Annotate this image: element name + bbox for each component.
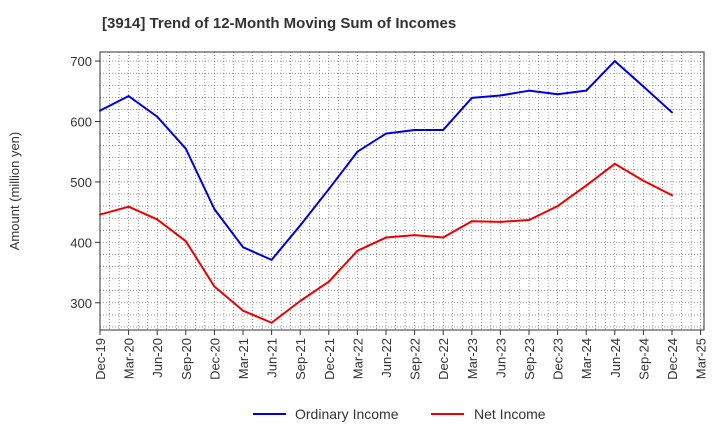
legend-label-ordinary-income: Ordinary Income: [295, 406, 399, 422]
data-point-ordinary-income: [385, 132, 387, 135]
x-tick-label: Jun-20: [150, 338, 165, 378]
y-tick-label: 700: [70, 54, 92, 69]
data-point-ordinary-income: [299, 224, 302, 227]
data-point-ordinary-income: [613, 60, 616, 63]
data-point-ordinary-income: [184, 147, 187, 150]
x-tick-label: Mar-25: [694, 338, 709, 379]
grid-lines: [99, 52, 704, 330]
data-point-ordinary-income: [213, 208, 216, 211]
data-point-net-income: [556, 205, 559, 208]
y-tick-label: 400: [70, 235, 92, 250]
data-point-net-income: [642, 179, 645, 182]
y-axis-title: Amount (million yen): [7, 132, 22, 251]
data-point-net-income: [327, 280, 330, 283]
data-point-ordinary-income: [528, 89, 530, 92]
data-point-ordinary-income: [671, 111, 673, 114]
x-tick-label: Jun-21: [265, 338, 280, 378]
y-tick-label: 300: [70, 296, 92, 311]
x-tick-label: Dec-21: [322, 338, 337, 380]
data-point-ordinary-income: [327, 188, 330, 191]
x-tick-label: Dec-23: [551, 338, 566, 380]
x-tick-label: Sep-22: [408, 338, 423, 380]
data-point-ordinary-income: [242, 246, 244, 249]
y-axis: 300 400 500 600 700: [70, 54, 100, 311]
chart-title: [3914] Trend of 12-Month Moving Sum of I…: [102, 15, 457, 32]
x-tick-label: Sep-20: [179, 338, 194, 380]
data-point-net-income: [127, 205, 130, 208]
x-tick-label: Mar-22: [350, 338, 365, 379]
x-tick-label: Dec-20: [207, 338, 222, 380]
y-tick-label: 600: [70, 115, 92, 130]
x-tick-label: Sep-23: [522, 338, 537, 380]
data-point-net-income: [299, 299, 302, 302]
data-point-ordinary-income: [156, 115, 159, 118]
x-tick-label: Mar-24: [579, 338, 594, 379]
x-tick-label: Jun-24: [608, 338, 623, 378]
data-point-ordinary-income: [585, 89, 588, 92]
data-point-net-income: [99, 213, 101, 216]
data-point-net-income: [356, 249, 359, 252]
data-point-net-income: [184, 240, 187, 243]
x-tick-label: Mar-20: [122, 338, 137, 379]
data-point-net-income: [270, 321, 273, 324]
data-point-net-income: [413, 234, 416, 237]
data-point-ordinary-income: [470, 96, 473, 99]
x-tick-label: Dec-19: [93, 338, 108, 380]
x-tick-label: Jun-23: [493, 338, 508, 378]
data-point-ordinary-income: [356, 150, 359, 153]
data-point-ordinary-income: [270, 258, 273, 261]
x-axis: Dec-19 Mar-20 Jun-20 Sep-20 Dec-20 Mar-21 Jun-…: [93, 330, 709, 380]
data-point-net-income: [442, 236, 445, 239]
data-point-ordinary-income: [442, 128, 445, 131]
data-point-ordinary-income: [556, 93, 559, 96]
legend-label-net-income: Net Income: [474, 406, 546, 422]
data-point-net-income: [385, 236, 387, 239]
legend: Ordinary Income Net Income: [253, 406, 546, 422]
data-point-ordinary-income: [642, 85, 645, 88]
data-point-ordinary-income: [413, 128, 416, 131]
data-point-net-income: [613, 162, 616, 165]
data-point-net-income: [470, 220, 473, 223]
x-tick-label: Sep-24: [636, 338, 651, 380]
data-point-net-income: [585, 184, 588, 187]
x-tick-label: Dec-22: [436, 338, 451, 380]
x-tick-label: Jun-22: [379, 338, 394, 378]
data-point-net-income: [156, 218, 159, 221]
y-tick-label: 500: [70, 175, 92, 190]
data-point-net-income: [671, 194, 673, 197]
x-tick-label: Sep-21: [293, 338, 308, 380]
x-tick-label: Mar-21: [236, 338, 251, 379]
data-point-ordinary-income: [499, 94, 502, 97]
data-point-net-income: [242, 309, 244, 312]
series-layer: [99, 60, 673, 324]
data-point-net-income: [528, 219, 530, 222]
data-point-net-income: [499, 220, 502, 223]
data-point-ordinary-income: [127, 95, 130, 98]
data-point-net-income: [213, 285, 216, 288]
x-tick-label: Mar-23: [465, 338, 480, 379]
x-tick-label: Dec-24: [665, 338, 680, 380]
plot-frame: [99, 51, 705, 331]
data-point-ordinary-income: [99, 109, 101, 112]
